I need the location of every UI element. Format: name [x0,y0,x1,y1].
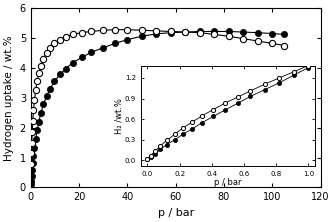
Y-axis label: Hydrogen uptake / wt.%: Hydrogen uptake / wt.% [4,35,14,161]
X-axis label: p / bar: p / bar [158,208,194,218]
